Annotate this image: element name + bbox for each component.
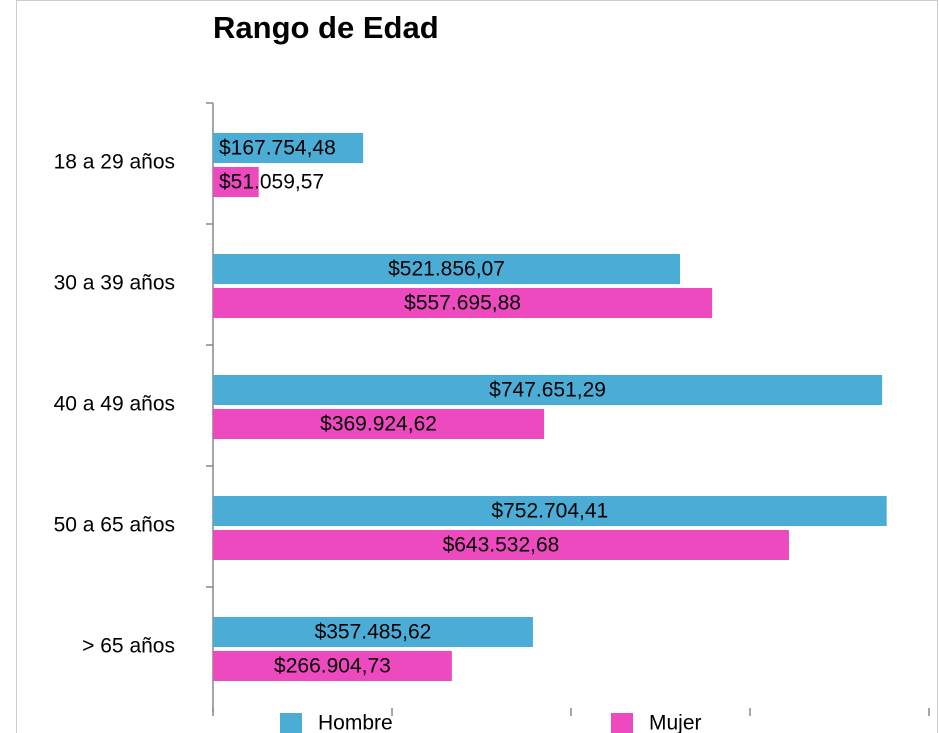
bar — [213, 409, 545, 439]
bar — [213, 167, 259, 197]
bar — [213, 617, 533, 647]
bar — [213, 133, 364, 163]
data-label: $51.059,57 — [219, 171, 324, 194]
data-label: $167.754,48 — [219, 137, 336, 160]
data-label: $521.856,07 — [388, 258, 505, 281]
legend-swatch — [611, 713, 633, 733]
data-label: $557.695,88 — [404, 292, 521, 315]
data-label: $357.485,62 — [315, 621, 432, 644]
bar — [213, 288, 713, 318]
bar — [213, 530, 789, 560]
bar — [213, 651, 452, 681]
legend-label: Hombre — [318, 712, 393, 733]
y-tick-label: 18 a 29 años — [54, 151, 175, 174]
data-label: $643.532,68 — [443, 534, 560, 557]
y-tick-label: 30 a 39 años — [54, 272, 175, 295]
bar — [213, 496, 887, 526]
data-label: $266.904,73 — [274, 655, 391, 678]
data-label: $752.704,41 — [491, 500, 608, 523]
data-label: $369.924,62 — [320, 413, 437, 436]
y-tick-label: 40 a 49 años — [54, 393, 175, 416]
data-label: $747.651,29 — [489, 379, 606, 402]
legend-label: Mujer — [649, 712, 702, 733]
frame — [16, 0, 938, 733]
legend-swatch — [280, 713, 302, 733]
y-tick-label: 50 a 65 años — [54, 514, 175, 537]
y-tick-label: > 65 años — [82, 635, 175, 658]
y-axis-ticks — [206, 102, 213, 588]
bar — [213, 254, 681, 284]
bar — [213, 375, 883, 405]
chart-title: Rango de Edad — [213, 10, 439, 45]
